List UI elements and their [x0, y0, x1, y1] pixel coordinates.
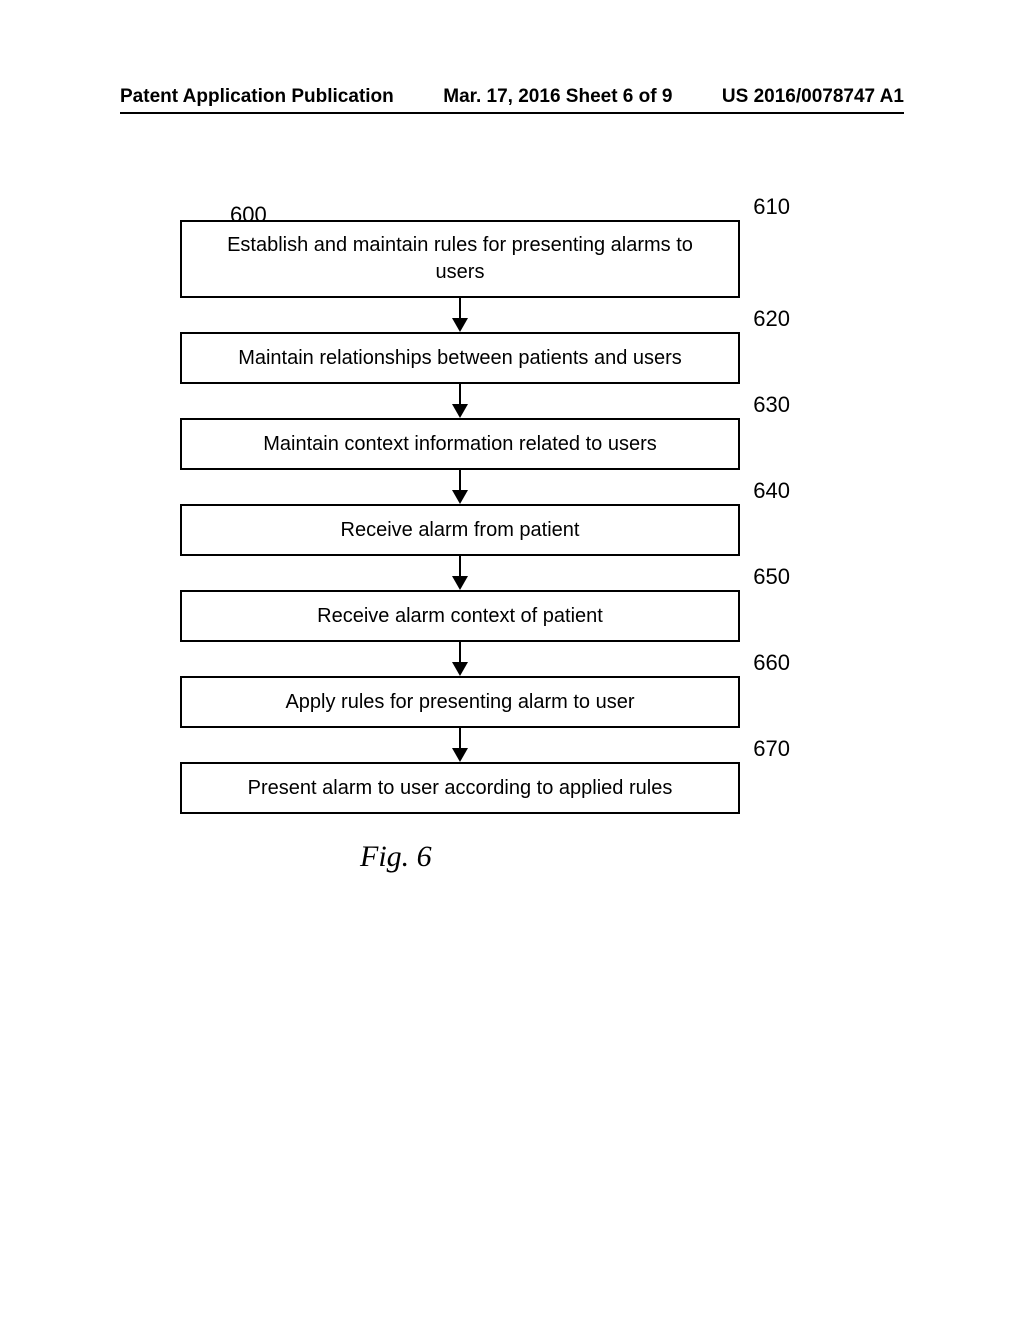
flow-arrow	[180, 470, 740, 504]
flow-step: 620 Maintain relationships between patie…	[180, 332, 740, 384]
flowchart-diagram: 600 610 Establish and maintain rules for…	[180, 220, 740, 814]
step-number: 650	[753, 564, 790, 590]
step-box: Maintain relationships between patients …	[180, 332, 740, 384]
step-number: 630	[753, 392, 790, 418]
step-number: 610	[753, 194, 790, 220]
arrow-line	[459, 298, 462, 320]
header-right: US 2016/0078747 A1	[722, 86, 904, 108]
step-box: Establish and maintain rules for present…	[180, 220, 740, 298]
flow-step: 650 Receive alarm context of patient	[180, 590, 740, 642]
flow-step: 610 Establish and maintain rules for pre…	[180, 220, 740, 298]
page-header: Patent Application Publication Mar. 17, …	[120, 86, 904, 108]
arrow-head-icon	[452, 576, 468, 590]
arrow-head-icon	[452, 318, 468, 332]
step-box: Apply rules for presenting alarm to user	[180, 676, 740, 728]
header-center: Mar. 17, 2016 Sheet 6 of 9	[443, 86, 672, 108]
step-box: Present alarm to user according to appli…	[180, 762, 740, 814]
step-box: Receive alarm context of patient	[180, 590, 740, 642]
flow-step: 660 Apply rules for presenting alarm to …	[180, 676, 740, 728]
step-number: 640	[753, 478, 790, 504]
step-number: 670	[753, 736, 790, 762]
step-number: 620	[753, 306, 790, 332]
step-box: Receive alarm from patient	[180, 504, 740, 556]
arrow-line	[459, 470, 462, 492]
arrow-head-icon	[452, 748, 468, 762]
step-number: 660	[753, 650, 790, 676]
header-rule	[120, 112, 904, 114]
arrow-line	[459, 728, 462, 750]
arrow-head-icon	[452, 490, 468, 504]
flow-step: 630 Maintain context information related…	[180, 418, 740, 470]
arrow-line	[459, 384, 462, 406]
flow-step: 640 Receive alarm from patient	[180, 504, 740, 556]
flow-arrow	[180, 384, 740, 418]
step-box: Maintain context information related to …	[180, 418, 740, 470]
flow-step: 670 Present alarm to user according to a…	[180, 762, 740, 814]
arrow-head-icon	[452, 662, 468, 676]
flow-arrow	[180, 298, 740, 332]
flow-arrow	[180, 728, 740, 762]
figure-caption: Fig. 6	[360, 840, 432, 874]
arrow-line	[459, 642, 462, 664]
arrow-line	[459, 556, 462, 578]
flow-arrow	[180, 642, 740, 676]
header-left: Patent Application Publication	[120, 86, 394, 108]
arrow-head-icon	[452, 404, 468, 418]
flow-arrow	[180, 556, 740, 590]
